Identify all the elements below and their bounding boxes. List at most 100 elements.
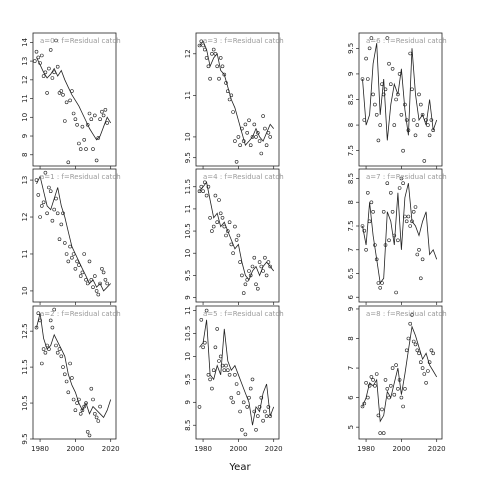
- x-tick-label: 2020: [428, 445, 446, 453]
- data-point: [236, 135, 241, 139]
- data-point: [222, 368, 227, 373]
- data-point: [422, 159, 427, 163]
- x-tick-label: 2020: [102, 445, 120, 453]
- data-point: [201, 43, 205, 48]
- data-point: [38, 215, 42, 219]
- data-point: [431, 351, 436, 356]
- data-point: [103, 277, 108, 282]
- data-point: [415, 348, 420, 353]
- data-point: [376, 413, 381, 418]
- data-point: [413, 342, 418, 347]
- data-point: [420, 113, 425, 117]
- data-point: [47, 185, 51, 190]
- data-point: [103, 108, 108, 112]
- data-point: [410, 87, 414, 92]
- data-point: [71, 252, 76, 256]
- data-point: [238, 260, 242, 264]
- data-point: [241, 291, 246, 295]
- y-tick-label: 8.5: [184, 420, 192, 431]
- data-point: [208, 216, 212, 220]
- data-point: [424, 380, 428, 385]
- data-point: [231, 400, 235, 405]
- data-point: [420, 257, 425, 262]
- data-point: [96, 419, 101, 423]
- data-point: [252, 255, 257, 260]
- data-point: [417, 248, 421, 252]
- data-point: [71, 397, 76, 402]
- data-point: [399, 113, 404, 117]
- data-point: [362, 401, 367, 406]
- data-point: [374, 257, 379, 262]
- data-point: [255, 414, 260, 418]
- data-point: [98, 117, 102, 121]
- data-point: [376, 281, 381, 285]
- data-point: [367, 46, 372, 51]
- data-point: [226, 89, 230, 93]
- data-point: [73, 408, 78, 413]
- data-point: [238, 409, 242, 414]
- data-point: [222, 224, 227, 229]
- data-point: [403, 386, 407, 391]
- data-point: [36, 55, 41, 60]
- panel-label: a=2 : f=Residual catch: [40, 310, 121, 318]
- data-point: [91, 397, 95, 402]
- data-point: [381, 210, 386, 214]
- data-point: [61, 365, 65, 369]
- data-point: [257, 260, 262, 264]
- data-point: [268, 264, 273, 269]
- data-point: [227, 220, 232, 224]
- data-point: [39, 204, 44, 208]
- data-point: [403, 102, 407, 107]
- data-point: [199, 39, 204, 44]
- data-point: [70, 255, 74, 260]
- data-point: [94, 158, 99, 163]
- y-tick-label: 8: [347, 336, 355, 340]
- data-point: [418, 360, 423, 365]
- data-point: [367, 219, 372, 224]
- data-point: [227, 97, 232, 102]
- data-point: [208, 76, 212, 81]
- y-tick-label: 8.5: [347, 173, 355, 184]
- data-point: [54, 196, 58, 201]
- data-point: [365, 395, 370, 400]
- data-point: [48, 189, 53, 193]
- data-point: [254, 427, 258, 432]
- series-line: [36, 175, 111, 292]
- data-point: [380, 82, 384, 86]
- data-point: [257, 139, 262, 143]
- data-point: [197, 405, 202, 409]
- y-tick-label: 9.5: [184, 270, 192, 281]
- data-point: [48, 48, 53, 52]
- data-point: [80, 124, 85, 129]
- series-line: [199, 319, 275, 426]
- panel-frame: [32, 168, 117, 303]
- data-point: [404, 118, 409, 122]
- panel-frame: [358, 305, 443, 440]
- data-point: [55, 211, 60, 216]
- x-tick-label: 2000: [392, 445, 410, 453]
- y-tick-label: 6: [347, 395, 355, 400]
- data-point: [261, 269, 265, 273]
- data-point: [408, 51, 413, 56]
- data-point: [427, 360, 432, 365]
- data-point: [259, 151, 264, 156]
- data-point: [85, 281, 90, 286]
- data-point: [80, 270, 85, 275]
- data-point: [224, 233, 228, 238]
- data-point: [38, 318, 42, 323]
- panel-label: a=4 : f=Residual catch: [203, 173, 284, 181]
- y-tick-label: 11: [184, 306, 192, 315]
- data-point: [93, 411, 97, 416]
- data-point: [55, 64, 60, 69]
- data-point: [378, 285, 383, 290]
- data-point: [84, 277, 88, 282]
- y-tick-label: 10: [184, 132, 192, 141]
- data-point: [426, 123, 430, 127]
- data-point: [245, 405, 249, 409]
- data-point: [254, 135, 258, 139]
- data-point: [231, 110, 235, 114]
- data-point: [248, 143, 253, 147]
- data-point: [397, 378, 402, 382]
- data-point: [215, 64, 219, 69]
